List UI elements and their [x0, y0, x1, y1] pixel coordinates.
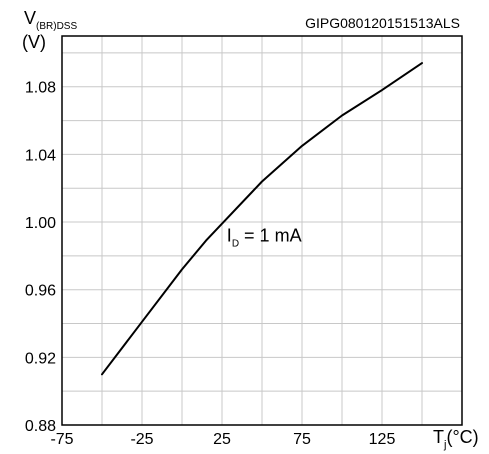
x-tick-label: 75	[293, 431, 311, 448]
annotation-text: = 1 mA	[239, 226, 302, 246]
y-axis-subscript: (BR)DSS	[36, 21, 77, 32]
plot-frame	[61, 35, 463, 426]
x-tick-label: -75	[50, 431, 73, 448]
annotation-symbol: I	[227, 226, 232, 246]
y-tick-label: 1.04	[25, 147, 56, 164]
y-tick-label: 0.96	[25, 283, 56, 300]
y-tick-label: 1.08	[25, 80, 56, 97]
y-tick-label: 0.88	[25, 418, 56, 435]
y-tick-label: 1.00	[25, 215, 56, 232]
y-axis-label: V(BR)DSS	[24, 8, 77, 32]
series-line	[101, 62, 423, 376]
annotation-label: ID = 1 mA	[227, 226, 302, 250]
x-tick-label: -25	[130, 431, 153, 448]
x-axis-symbol: T	[433, 427, 444, 447]
tick-labels: -75 -25 25 75 125 0.88 0.92 0.96 1.00 1.04 1.08	[25, 80, 396, 448]
x-tick-label: 25	[213, 431, 231, 448]
x-tick-label: 125	[369, 431, 396, 448]
x-axis-subscript: j	[443, 439, 446, 451]
y-tick-label: 0.92	[25, 350, 56, 367]
y-axis-symbol: V	[24, 8, 36, 28]
chart-id-label: GIPG080120151513ALS	[305, 15, 460, 31]
x-axis-label: Tj(°C)	[433, 427, 479, 451]
annotation-subscript: D	[232, 239, 239, 250]
y-axis-unit: (V)	[22, 32, 46, 52]
x-axis-unit: (°C)	[446, 427, 478, 447]
